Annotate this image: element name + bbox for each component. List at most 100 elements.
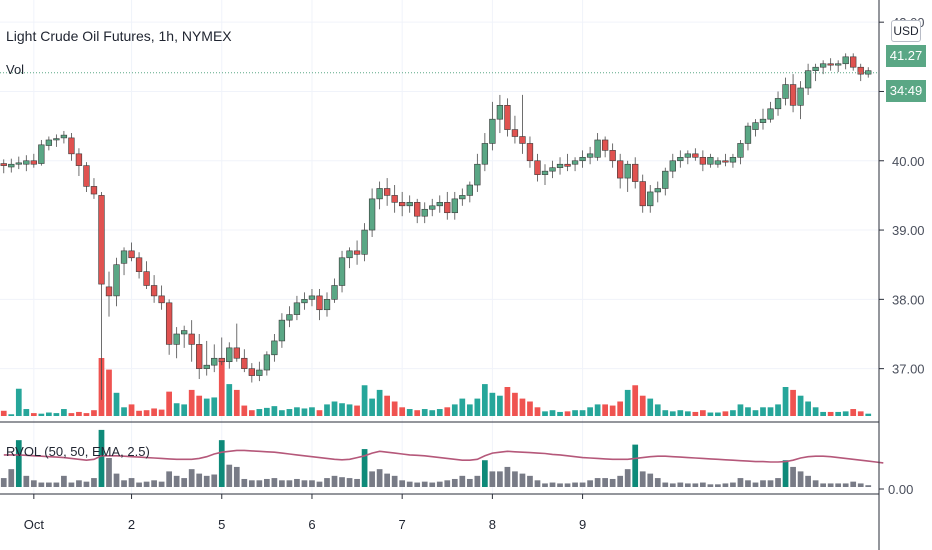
time-tick-label: 8 <box>489 517 496 532</box>
candle-body <box>466 184 473 196</box>
volume-bar <box>339 403 345 416</box>
candle-body <box>481 143 489 165</box>
volume-bar <box>151 408 157 416</box>
candle-body <box>541 170 549 175</box>
rvol-bar <box>421 481 428 487</box>
candle-body <box>489 118 496 144</box>
volume-bar <box>572 410 578 416</box>
rvol-bar <box>489 471 496 487</box>
rvol-legend[interactable]: RVOL (50, 50, EMA, 2.5) <box>6 444 150 459</box>
rvol-bar <box>203 475 210 487</box>
candle-body <box>421 208 428 217</box>
volume-bar <box>286 409 293 416</box>
volume-bar <box>850 409 857 416</box>
volume-bar <box>136 410 142 416</box>
volume-bar <box>745 407 751 416</box>
rvol-bar <box>286 480 293 487</box>
rvol-bar <box>218 440 225 487</box>
rvol-bar <box>857 483 864 487</box>
rvol-axis[interactable]: 0.00 <box>879 482 913 497</box>
rvol-bar <box>624 469 631 487</box>
candle-body <box>368 198 376 231</box>
volume-bar <box>391 401 398 416</box>
rvol-bar <box>46 482 52 487</box>
volume-bar <box>594 404 601 416</box>
rvol-bar <box>136 482 142 487</box>
volume-bar <box>497 395 503 416</box>
candle-body <box>376 188 383 200</box>
rvol-bar <box>715 484 721 487</box>
rvol-bar <box>587 480 593 487</box>
rvol-bar <box>143 481 150 487</box>
rvol-bar <box>399 480 406 487</box>
grid-lines <box>0 0 879 494</box>
rvol-bar <box>188 469 195 487</box>
candle-body <box>165 302 173 345</box>
rvol-bar <box>361 449 368 487</box>
candle-body <box>53 138 60 141</box>
symbol-legend[interactable]: Light Crude Oil Futures, 1h, NYMEX <box>6 28 232 44</box>
candle-body <box>594 139 601 158</box>
rvol-bar <box>730 482 736 487</box>
candle-body <box>459 195 466 200</box>
volume-bar <box>436 409 443 416</box>
candle-body <box>83 165 90 187</box>
rvol-bar <box>61 475 67 487</box>
candle-body <box>68 137 75 155</box>
volume-bar <box>399 407 406 416</box>
volume-bar <box>203 398 210 416</box>
volume-bar <box>722 411 729 416</box>
rvol-bar <box>466 478 473 487</box>
time-tick-label: 5 <box>218 517 225 532</box>
rvol-bar <box>805 475 811 487</box>
candle-body <box>436 202 443 207</box>
volume-bar <box>820 411 826 416</box>
volume-bar <box>647 398 654 416</box>
volume-bar <box>444 407 451 416</box>
volume-bar <box>61 409 67 416</box>
volume-bar <box>68 413 75 416</box>
candle-body <box>331 285 338 300</box>
rvol-bar <box>316 481 323 487</box>
candle-body <box>406 202 413 207</box>
candle-body <box>835 63 842 66</box>
rvol-bar <box>23 475 30 487</box>
volume-bar <box>181 404 188 416</box>
rvol-bar <box>248 480 255 487</box>
candle-body <box>737 143 744 158</box>
rvol-bar <box>384 473 390 487</box>
volume-bar <box>482 384 488 416</box>
volume-bar <box>113 392 120 416</box>
currency-badge[interactable]: USD <box>891 20 921 42</box>
volume-bar <box>158 409 165 416</box>
time-axis[interactable]: Oct 2 5 6 7 8 9 <box>24 494 586 532</box>
volume-bar <box>775 404 781 416</box>
rvol-bar <box>76 480 82 487</box>
candle-body <box>233 347 240 359</box>
rvol-bar <box>0 478 7 487</box>
rvol-bar <box>617 475 624 487</box>
candle-body <box>316 295 323 311</box>
time-tick-label: 6 <box>308 517 315 532</box>
candle-body <box>759 118 767 123</box>
candle-body <box>601 139 609 151</box>
volume-bar <box>121 407 127 416</box>
volume-bar <box>46 412 52 416</box>
rvol-bar <box>38 482 45 487</box>
candle-body <box>632 163 639 182</box>
candle-body <box>812 66 819 71</box>
volume-bar <box>579 410 586 416</box>
volume-legend[interactable]: Vol <box>6 62 25 77</box>
candle-body <box>338 257 346 286</box>
volume-bar <box>466 404 473 416</box>
rvol-bar <box>68 482 75 487</box>
candle-body <box>774 98 782 110</box>
candle-body <box>684 153 691 158</box>
candle-body <box>60 134 68 139</box>
rvol-bar <box>504 466 511 487</box>
rvol-bar <box>128 478 135 487</box>
volume-bar <box>316 410 323 416</box>
volume-bar <box>143 410 150 416</box>
